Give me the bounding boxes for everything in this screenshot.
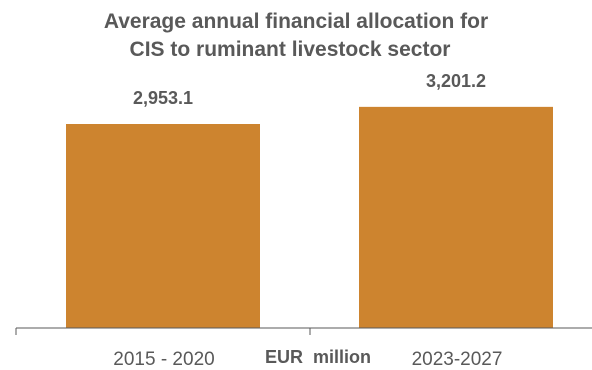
data-labels-layer: 2,953.1 3,201.2 [133,71,486,108]
chart-title-line-2: CIS to ruminant livestock sector [130,38,451,61]
data-label-2015-2020: 2,953.1 [133,88,193,108]
x-tick-label-2015-2020: 2015 - 2020 [113,349,214,370]
x-tick-label-2023-2027: 2023-2027 [412,349,503,370]
data-label-2023-2027: 3,201.2 [426,71,486,91]
bar-2015-2020 [66,124,260,328]
chart-title-line-1: Average annual financial allocation for [104,10,488,33]
bar-2023-2027 [359,106,553,328]
unit-label: EUR million [265,347,371,367]
bars-layer [66,106,553,328]
